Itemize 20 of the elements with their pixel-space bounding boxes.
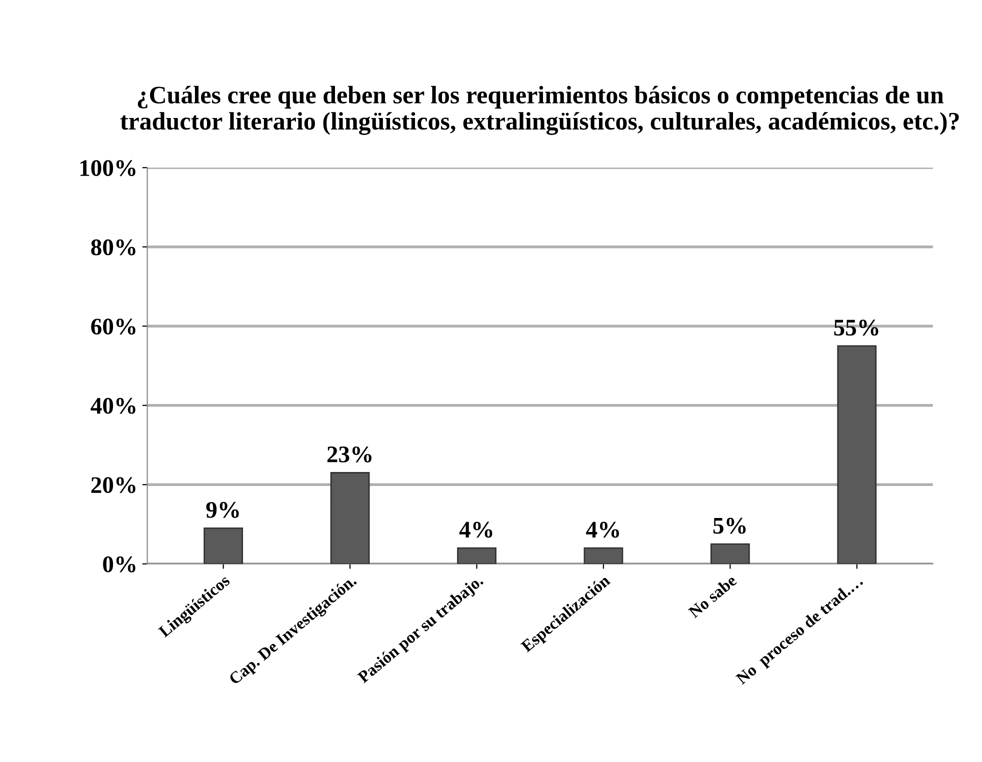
y-tick-label: 0% [103, 556, 136, 572]
chart-title: ¿Cuáles cree que deben ser los requerimientos básicos o competencias de un traductor literario (lingüísticos, extralingüísticos, culturales, académicos, etc.)? [120, 86, 959, 135]
bar [837, 345, 877, 564]
data-label: 4% [459, 522, 492, 538]
bar [204, 528, 244, 564]
bar [584, 547, 624, 564]
data-label: 55% [834, 320, 878, 336]
bar [710, 543, 750, 564]
y-tick-label: 20% [91, 477, 136, 494]
y-tick-label: 60% [91, 318, 136, 335]
y-tick-label: 80% [91, 239, 136, 256]
data-label: 9% [206, 502, 239, 518]
y-tick-label: 100% [80, 160, 136, 176]
x-tick-label: No sabe [687, 574, 738, 618]
data-label: 23% [327, 446, 372, 462]
bar [457, 547, 496, 564]
bar [330, 472, 370, 564]
data-label: 4% [586, 522, 619, 538]
y-tick-label: 40% [90, 398, 136, 414]
data-label: 5% [713, 518, 746, 534]
